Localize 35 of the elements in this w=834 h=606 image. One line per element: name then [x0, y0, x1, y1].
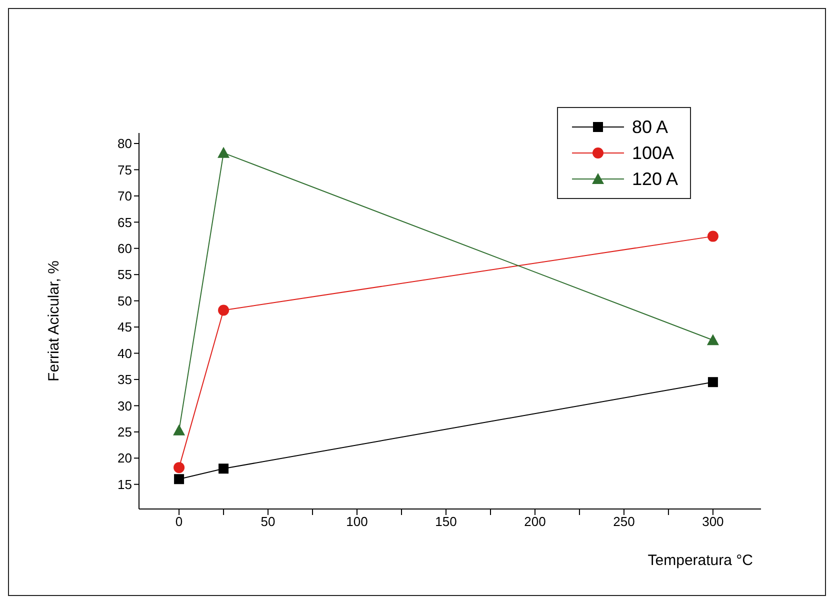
y-tick-label: 80: [118, 136, 132, 152]
x-tick-label: 50: [260, 514, 276, 530]
point: [218, 146, 230, 158]
y-tick-label: 55: [118, 267, 132, 282]
legend-label: 120 A: [632, 168, 678, 190]
y-tick-label: 45: [118, 320, 132, 335]
y-tick-label: 15: [118, 476, 132, 492]
y-tick-label: 35: [118, 372, 132, 388]
legend-label: 80 A: [632, 116, 668, 138]
legend-label: 100A: [632, 142, 674, 164]
y-tick-label: 30: [118, 398, 132, 414]
y-tick-label: 40: [118, 346, 132, 361]
point: [173, 424, 186, 436]
y-tick-label: 70: [118, 188, 132, 204]
y-tick-label: 50: [118, 293, 132, 308]
point: [218, 464, 229, 474]
x-tick-label: 250: [613, 514, 635, 530]
point: [218, 304, 230, 316]
y-axis-title: Ferriat Acicular, %: [45, 260, 62, 382]
x-tick-label: 300: [702, 514, 724, 530]
y-tick-label: 25: [118, 424, 132, 440]
point: [707, 230, 718, 242]
y-tick-label: 75: [118, 162, 132, 178]
y-tick-label: 60: [118, 240, 132, 256]
x-tick-label: 150: [435, 514, 457, 530]
point: [706, 334, 719, 346]
x-axis-title: Temperatura °C: [648, 552, 754, 569]
point: [174, 462, 185, 474]
x-tick-label: 0: [175, 514, 183, 530]
x-tick-label: 100: [346, 514, 368, 530]
point: [708, 377, 718, 388]
y-tick-label: 20: [118, 450, 132, 466]
x-tick-label: 200: [524, 514, 546, 530]
y-tick-label: 65: [118, 214, 132, 230]
point: [174, 474, 184, 484]
